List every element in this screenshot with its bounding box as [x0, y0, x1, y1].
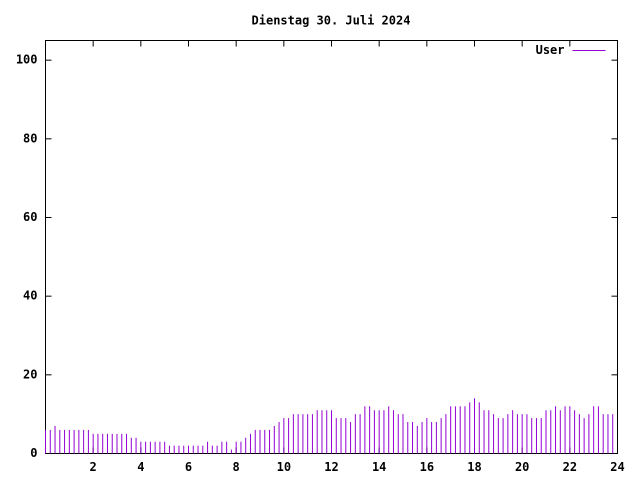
- y-tick-label: 0: [30, 446, 37, 460]
- x-tick-label: 14: [372, 460, 386, 474]
- x-tick-label: 4: [137, 460, 144, 474]
- y-tick-label: 60: [23, 210, 37, 224]
- x-tick-label: 6: [185, 460, 192, 474]
- plot-frame: [45, 40, 618, 454]
- y-tick-label: 100: [16, 53, 38, 67]
- x-tick-label: 16: [420, 460, 434, 474]
- legend-label: User: [536, 43, 565, 57]
- x-tick-label: 24: [610, 460, 624, 474]
- y-tick-label: 20: [23, 367, 37, 381]
- x-tick-label: 20: [515, 460, 529, 474]
- x-tick-label: 8: [233, 460, 240, 474]
- x-tick-label: 22: [563, 460, 577, 474]
- y-tick-label: 80: [23, 131, 37, 145]
- x-tick-label: 12: [324, 460, 338, 474]
- chart-title: Dienstag 30. Juli 2024: [252, 14, 411, 28]
- x-tick-label: 18: [467, 460, 481, 474]
- y-tick-label: 40: [23, 289, 37, 303]
- x-tick-label: 2: [90, 460, 97, 474]
- x-tick-label: 10: [277, 460, 291, 474]
